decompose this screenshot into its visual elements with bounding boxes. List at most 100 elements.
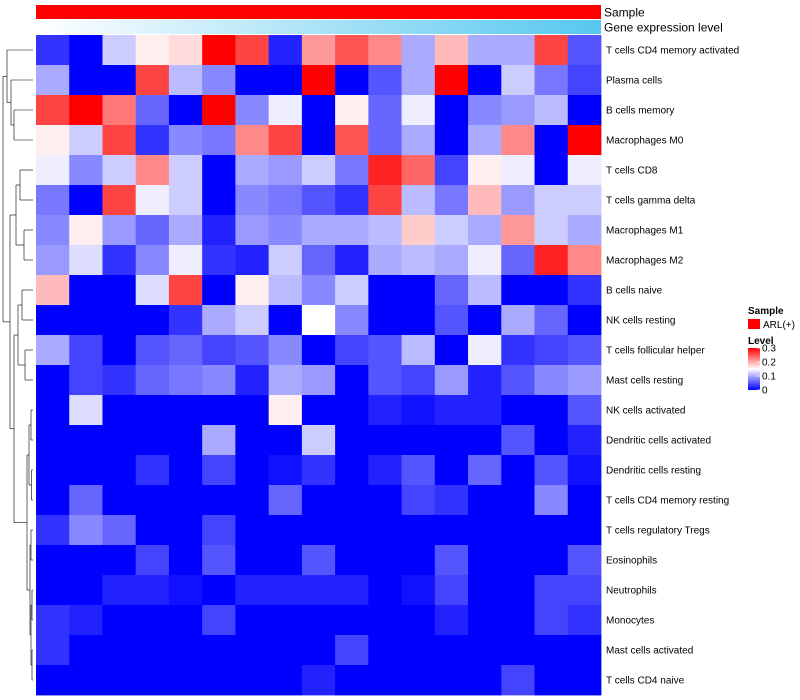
heatmap-cell: [434, 485, 469, 516]
heatmap-cell: [168, 635, 203, 666]
heatmap-cell: [69, 155, 103, 186]
heatmap-cell: [434, 305, 469, 336]
heatmap-cell: [335, 245, 369, 276]
heatmap-cell: [235, 125, 270, 156]
heatmap-cell: [235, 305, 270, 336]
heatmap-cell: [268, 245, 303, 276]
heatmap-cell: [235, 95, 270, 126]
heatmap-cell: [401, 65, 436, 96]
heatmap-cell: [401, 125, 436, 156]
heatmap-cell: [534, 665, 569, 696]
row-label: Macrophages M1: [606, 226, 684, 237]
heatmap-cell: [534, 305, 569, 336]
heatmap-cell: [168, 425, 203, 456]
heatmap-cell: [301, 305, 336, 336]
sample-annotation-bar: [36, 5, 601, 19]
row-label: B cells memory: [606, 106, 674, 117]
heatmap-cell: [434, 515, 469, 546]
heatmap-cell: [301, 35, 336, 66]
heatmap-cell: [69, 605, 103, 636]
heatmap-cell: [401, 275, 436, 306]
heatmap-cell: [335, 545, 369, 576]
heatmap-cell: [235, 575, 270, 606]
heatmap-cell: [235, 665, 270, 696]
heatmap-cell: [268, 35, 303, 66]
heatmap-cell: [301, 635, 336, 666]
heatmap-cell: [268, 365, 303, 396]
heatmap-cell: [202, 65, 236, 96]
heatmap-cell: [567, 545, 602, 576]
row-label: Plasma cells: [606, 76, 662, 87]
heatmap-cell: [434, 545, 469, 576]
heatmap-cell: [102, 65, 137, 96]
heatmap-cell: [401, 485, 436, 516]
heatmap-cell: [534, 365, 569, 396]
heatmap-cell: [567, 635, 602, 666]
heatmap-cell: [301, 485, 336, 516]
heatmap-cell: [434, 635, 469, 666]
heatmap-cell: [102, 455, 137, 486]
heatmap-cell: [235, 635, 270, 666]
heatmap-cell: [567, 425, 602, 456]
row-label: T cells regulatory Tregs: [606, 526, 710, 537]
heatmap-cell: [401, 305, 436, 336]
heatmap-cell: [102, 245, 137, 276]
heatmap-cell: [36, 605, 70, 636]
heatmap-cell: [368, 245, 402, 276]
heatmap-cell: [168, 395, 203, 426]
heatmap-cells: [36, 35, 602, 696]
heatmap-cell: [69, 485, 103, 516]
heatmap-cell: [335, 455, 369, 486]
heatmap-cell: [268, 155, 303, 186]
heatmap-cell: [235, 185, 270, 216]
heatmap-cell: [268, 335, 303, 366]
heatmap-cell: [36, 335, 70, 366]
heatmap-cell: [434, 455, 469, 486]
heatmap-cell: [468, 35, 502, 66]
heatmap-cell: [135, 65, 170, 96]
heatmap-cell: [401, 335, 436, 366]
heatmap-cell: [501, 485, 535, 516]
heatmap-cell: [468, 455, 502, 486]
legend-tick-label: 0.2: [762, 358, 776, 369]
heatmap-cell: [202, 635, 236, 666]
heatmap-cell: [135, 485, 170, 516]
heatmap-cell: [135, 185, 170, 216]
heatmap-cell: [202, 395, 236, 426]
heatmap-cell: [534, 35, 569, 66]
heatmap-cell: [36, 275, 70, 306]
heatmap-cell: [468, 365, 502, 396]
heatmap-cell: [567, 485, 602, 516]
gene-expression-track-label: Gene expression level: [604, 21, 723, 35]
heatmap-cell: [69, 35, 103, 66]
heatmap-cell: [567, 215, 602, 246]
heatmap-cell: [69, 245, 103, 276]
heatmap-cell: [168, 245, 203, 276]
heatmap-cell: [335, 275, 369, 306]
heatmap-cell: [335, 305, 369, 336]
row-label: Eosinophils: [606, 556, 657, 567]
heatmap-cell: [434, 125, 469, 156]
row-label: NK cells resting: [606, 316, 675, 327]
heatmap-cell: [567, 155, 602, 186]
heatmap-cell: [268, 65, 303, 96]
heatmap-cell: [534, 485, 569, 516]
heatmap-cell: [534, 65, 569, 96]
heatmap-cell: [135, 395, 170, 426]
heatmap-cell: [268, 185, 303, 216]
heatmap-cell: [301, 395, 336, 426]
heatmap-cell: [135, 665, 170, 696]
heatmap-cell: [202, 185, 236, 216]
heatmap-cell: [401, 545, 436, 576]
heatmap-cell: [135, 455, 170, 486]
heatmap-cell: [301, 245, 336, 276]
heatmap-cell: [69, 335, 103, 366]
heatmap-cell: [534, 335, 569, 366]
heatmap-cell: [501, 665, 535, 696]
heatmap-cell: [335, 575, 369, 606]
heatmap-cell: [368, 35, 402, 66]
heatmap-cell: [268, 95, 303, 126]
row-label: Neutrophils: [606, 586, 657, 597]
heatmap-cell: [36, 395, 70, 426]
heatmap-cell: [368, 515, 402, 546]
